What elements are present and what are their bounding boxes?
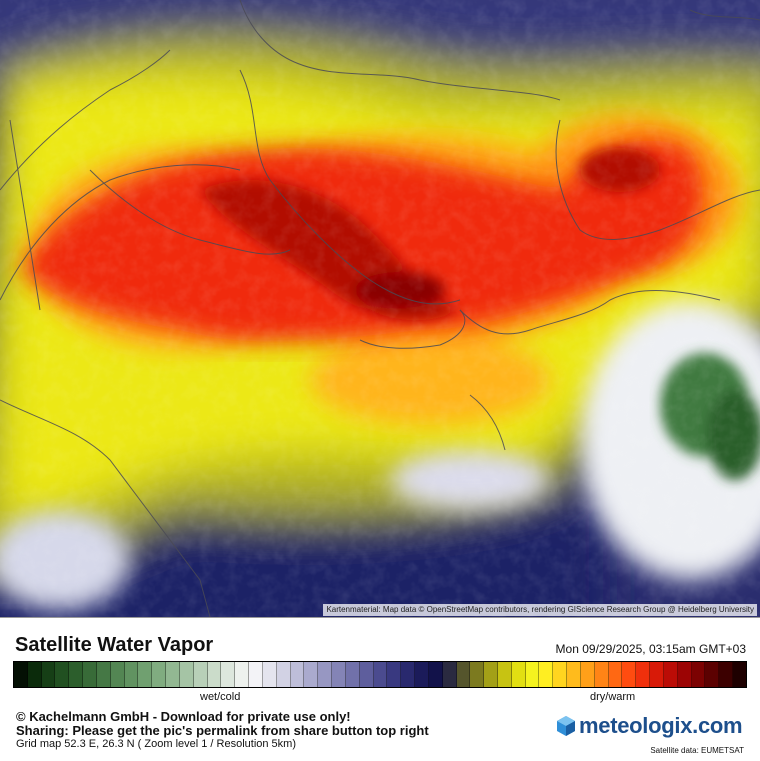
grid-map-info: Grid map 52.3 E, 26.3 N ( Zoom level 1 /…	[16, 738, 297, 750]
meteologix-logo[interactable]: meteologix.com	[556, 713, 743, 739]
color-scale-swatch	[415, 662, 429, 687]
color-scale-swatch	[428, 662, 443, 687]
color-scale-swatch	[511, 662, 526, 687]
color-scale-swatch	[96, 662, 111, 687]
color-scale-swatch	[470, 662, 485, 687]
color-scale-swatch	[622, 662, 637, 687]
color-scale-swatch	[608, 662, 623, 687]
observation-datetime: Mon 09/29/2025, 03:15am GMT+03	[555, 642, 746, 656]
color-scale-swatch	[55, 662, 70, 687]
brand-name: meteologix.com	[579, 713, 743, 738]
color-scale-swatch	[733, 662, 746, 687]
color-scale-swatch	[663, 662, 678, 687]
color-scale-swatch	[359, 662, 374, 687]
color-scale-swatch	[235, 662, 250, 687]
color-scale-swatch	[207, 662, 222, 687]
color-scale-swatch	[262, 662, 277, 687]
color-scale-swatch	[83, 662, 97, 687]
legend-label-wet-cold: wet/cold	[200, 691, 241, 703]
color-scale-swatch	[166, 662, 180, 687]
color-scale-swatch	[387, 662, 402, 687]
color-scale-swatch	[304, 662, 319, 687]
color-scale-swatch	[110, 662, 125, 687]
color-scale-swatch	[442, 662, 457, 687]
color-scale-swatch	[650, 662, 664, 687]
color-scale-swatch	[14, 662, 28, 687]
color-scale-swatch	[456, 662, 471, 687]
map-title: Satellite Water Vapor	[15, 634, 214, 656]
color-scale-swatch	[553, 662, 568, 687]
color-scale-swatch	[594, 662, 609, 687]
color-scale-swatch	[719, 662, 734, 687]
color-scale-swatch	[539, 662, 554, 687]
color-scale-swatch	[691, 662, 706, 687]
color-scale-bar	[13, 661, 747, 688]
color-scale-swatch	[705, 662, 720, 687]
color-scale-swatch	[345, 662, 360, 687]
color-scale-swatch	[636, 662, 651, 687]
sharing-notice: Sharing: Please get the pic's permalink …	[16, 723, 429, 738]
color-scale-swatch	[373, 662, 388, 687]
satellite-data-source: Satellite data: EUMETSAT	[650, 746, 744, 755]
color-scale-swatch	[567, 662, 581, 687]
color-scale-swatch	[318, 662, 333, 687]
color-scale-swatch	[249, 662, 263, 687]
color-scale-swatch	[525, 662, 540, 687]
color-scale-swatch	[677, 662, 692, 687]
map-attribution[interactable]: Kartenmaterial: Map data © OpenStreetMap…	[323, 604, 757, 616]
color-scale-swatch	[69, 662, 84, 687]
color-scale-swatch	[290, 662, 305, 687]
color-scale-swatch	[580, 662, 595, 687]
color-scale-swatch	[27, 662, 42, 687]
color-scale-swatch	[332, 662, 346, 687]
color-scale-swatch	[401, 662, 416, 687]
color-scale-swatch	[179, 662, 194, 687]
color-scale-swatch	[497, 662, 512, 687]
color-scale-swatch	[138, 662, 153, 687]
color-scale-swatch	[41, 662, 56, 687]
color-scale-swatch	[484, 662, 498, 687]
color-scale-swatch	[221, 662, 236, 687]
legend-panel: Satellite Water Vapor Mon 09/29/2025, 03…	[0, 617, 760, 761]
meteologix-logo-icon	[557, 716, 575, 736]
color-scale-swatch	[276, 662, 291, 687]
color-scale-swatch	[124, 662, 139, 687]
legend-label-dry-warm: dry/warm	[590, 691, 636, 703]
water-vapor-satellite-map[interactable]	[0, 0, 760, 617]
color-scale-swatch	[152, 662, 167, 687]
copyright-notice: © Kachelmann GmbH - Download for private…	[16, 709, 351, 724]
color-scale-swatch	[193, 662, 208, 687]
